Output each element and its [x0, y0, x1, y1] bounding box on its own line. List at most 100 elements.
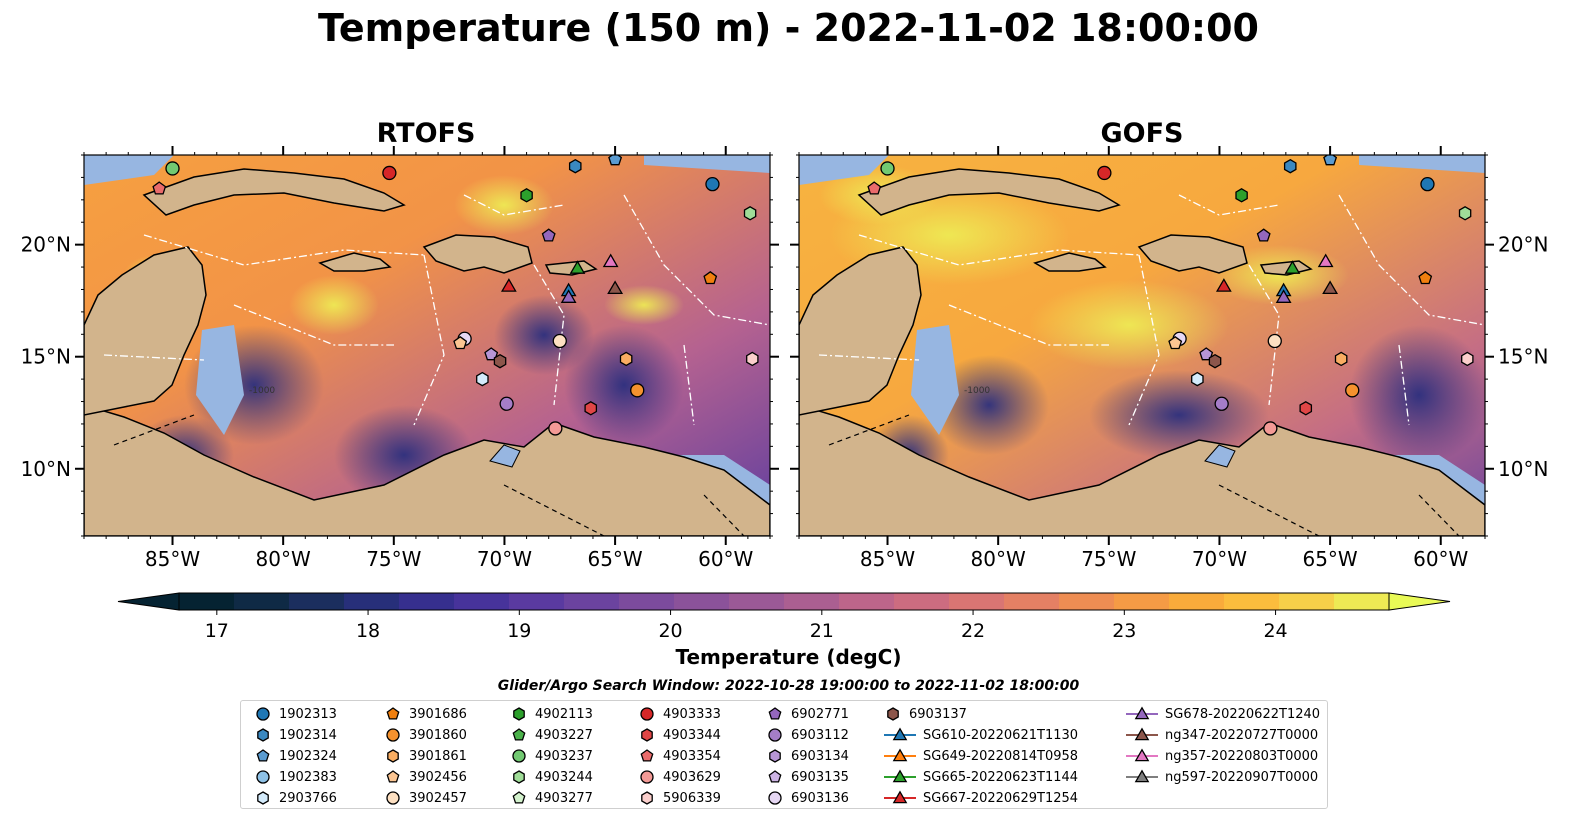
colorbar-tick-label: 17: [205, 620, 229, 642]
legend-label: 4903244: [535, 769, 593, 785]
float-marker: [867, 181, 882, 195]
lon-tick-label: 65°W: [587, 547, 642, 571]
legend-item: 3901860: [383, 725, 467, 745]
legend-marker: [512, 728, 526, 741]
bathymetry-label: -1000: [964, 386, 990, 396]
legend-label: SG678-20220622T1240: [1165, 706, 1321, 722]
eez-boundary: [1338, 194, 1485, 326]
legend-label: 1902383: [279, 769, 337, 785]
colorbar-tick-label: 22: [961, 620, 985, 642]
circle-marker-icon: [386, 728, 400, 742]
legend-item: 1902313: [253, 704, 337, 724]
eez-boundary: [623, 194, 770, 326]
float-marker: [1267, 333, 1282, 349]
legend-item: 1902383: [253, 767, 337, 787]
float-marker: [453, 335, 468, 350]
float-marker: [1256, 228, 1271, 242]
pentagon-marker-icon: [768, 707, 782, 720]
triangle-marker-icon: [1126, 727, 1158, 741]
float-marker: [520, 188, 533, 203]
circle-marker-icon: [768, 791, 782, 805]
legend-item: SG665-20220623T1144: [883, 767, 1078, 787]
legend-item: 3901686: [383, 704, 467, 724]
legend-item: SG678-20220622T1240: [1125, 704, 1320, 724]
legend-item: ng347-20220727T0000: [1125, 725, 1318, 745]
colorbar-segment: [1004, 593, 1060, 610]
float-marker: [1345, 383, 1360, 398]
legend-item: 2903766: [253, 788, 337, 808]
float-marker: [541, 228, 556, 242]
colorbar-tick-label: 18: [356, 620, 380, 642]
float-marker: [743, 206, 757, 221]
pentagon-marker-icon: [640, 749, 654, 762]
colorbar-segment: [1279, 593, 1335, 610]
lat-tick-label: 20°N: [1498, 233, 1548, 257]
legend-label: 4903227: [535, 727, 593, 743]
legend-label: 2903766: [279, 790, 337, 806]
legend-marker: [892, 769, 908, 783]
triangle-marker-icon: [1126, 706, 1158, 720]
colorbar-segment: [234, 593, 290, 610]
legend-item: SG667-20220629T1254: [883, 788, 1078, 808]
eez-boundary: [233, 304, 394, 346]
gofs-panel-title: GOFS: [1100, 118, 1184, 149]
gofs-map: -1000 85°W 80°W 75°W 70°W 65°W 60°W 20°N 15°N 10°…: [790, 146, 1548, 571]
legend-marker: [768, 770, 782, 783]
float-marker: [584, 401, 598, 416]
pentagon-marker-icon: [512, 791, 526, 804]
legend-marker: [887, 707, 899, 721]
lon-tick-label: 85°W: [145, 547, 200, 571]
legend-label: 4903629: [663, 769, 721, 785]
legend-item: 4903244: [509, 767, 593, 787]
lat-tick-label: 10°N: [21, 457, 71, 481]
legend-marker: [640, 707, 654, 721]
float-marker: [1191, 371, 1204, 387]
float-marker: [560, 289, 577, 303]
float-marker: [1334, 351, 1348, 367]
legend-label: 5906339: [663, 790, 721, 806]
triangle-marker-icon: [1126, 748, 1158, 762]
legend-label: 6903134: [791, 748, 849, 764]
shelf-area: [911, 325, 959, 435]
legend-marker: [513, 707, 525, 721]
colorbar-tick-label: 21: [810, 620, 834, 642]
legend-item: 6903135: [765, 767, 849, 787]
lon-tick-label: 85°W: [860, 547, 915, 571]
lon-tick-label: 65°W: [1302, 547, 1357, 571]
legend-item: 6903137: [883, 704, 967, 724]
colorbar-segment: [949, 593, 1005, 610]
legend-marker: [386, 791, 400, 805]
eez-boundary: [413, 254, 445, 426]
legend-label: 3901861: [409, 748, 467, 764]
legend-label: 3902456: [409, 769, 467, 785]
float-marker: [1317, 253, 1334, 268]
legend-item: 4903333: [637, 704, 721, 724]
legend-label: ng597-20220907T0000: [1165, 769, 1319, 785]
legend-label: SG610-20220621T1130: [923, 727, 1079, 743]
triangle-marker-icon: [1126, 769, 1158, 783]
colorbar-segment: [674, 593, 730, 610]
float-marker: [608, 155, 623, 166]
triangle-marker-icon: [884, 748, 916, 762]
legend-marker: [640, 770, 654, 784]
float-marker: [1097, 165, 1112, 181]
float-marker: [703, 270, 718, 285]
shelf-area: [196, 325, 244, 435]
legend-label: 4903354: [663, 748, 721, 764]
legend-label: 3901686: [409, 706, 467, 722]
legend-item: 5906339: [637, 788, 721, 808]
float-marker: [1418, 270, 1433, 285]
float-marker: [1215, 278, 1232, 292]
legend-item: 4903227: [509, 725, 593, 745]
lat-tick-label: 20°N: [21, 233, 71, 257]
lat-tick-label: 10°N: [1498, 457, 1548, 481]
legend-marker: [257, 728, 269, 742]
float-marker: [548, 421, 563, 436]
legend-marker: [1134, 769, 1150, 783]
colorbar-tick-label: 23: [1112, 620, 1136, 642]
legend-marker: [386, 770, 400, 783]
float-marker: [569, 260, 586, 274]
float-marker: [1168, 335, 1183, 350]
legend-item: ng597-20220907T0000: [1125, 767, 1318, 787]
